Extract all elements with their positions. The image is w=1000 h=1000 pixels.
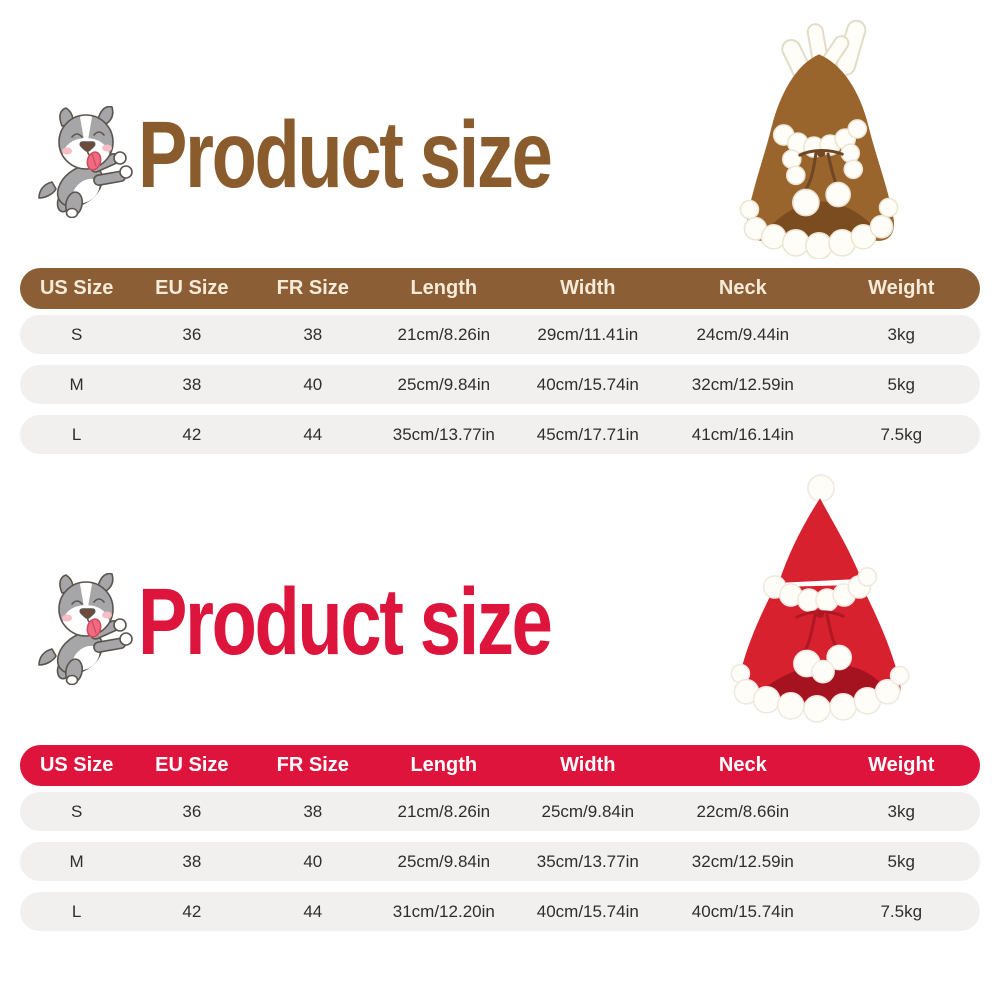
table-cell: S bbox=[70, 801, 83, 821]
size-table-red: US Size EU Size FR Size Length Width Nec… bbox=[20, 745, 980, 931]
table-cell: 38 bbox=[303, 324, 323, 344]
column-header-weight: Weight bbox=[868, 277, 935, 299]
table-cell: M bbox=[69, 851, 84, 871]
size-table-brown: US Size EU Size FR Size Length Width Nec… bbox=[20, 268, 980, 454]
fleece-bottom-trim bbox=[730, 663, 910, 723]
table-cell: 40cm/15.74in bbox=[536, 374, 639, 394]
table-cell: 38 bbox=[182, 851, 202, 871]
table-cell: 38 bbox=[303, 801, 323, 821]
table-cell: 42 bbox=[182, 424, 202, 444]
table-cell: 38 bbox=[182, 374, 202, 394]
fleece-hood-trim bbox=[762, 567, 878, 612]
table-row-m: M 38 40 25cm/9.84in 35cm/13.77in 32cm/12… bbox=[20, 842, 980, 881]
table-cell: 45cm/17.71in bbox=[536, 424, 639, 444]
column-header-neck: Neck bbox=[718, 277, 767, 299]
table-cell: 3kg bbox=[887, 324, 915, 344]
table-cell: 29cm/11.41in bbox=[537, 324, 639, 344]
husky-dog-icon bbox=[36, 106, 142, 218]
fleece-bottom-trim bbox=[739, 197, 899, 259]
table-cell: 36 bbox=[182, 324, 202, 344]
pompoms bbox=[792, 181, 852, 217]
table-cell: 21cm/8.26in bbox=[397, 324, 491, 344]
table-cell: 5kg bbox=[887, 851, 915, 871]
section-title-brown: Product size bbox=[138, 102, 553, 208]
table-cell: 21cm/8.26in bbox=[397, 801, 491, 821]
table-cell: 25cm/9.84in bbox=[397, 374, 491, 394]
column-header-fr-size: FR Size bbox=[276, 277, 349, 299]
santa-cape-photo bbox=[730, 474, 910, 723]
table-cell: 25cm/9.84in bbox=[397, 851, 491, 871]
column-header-width: Width bbox=[560, 277, 616, 299]
pompoms bbox=[793, 644, 853, 684]
table-cell: L bbox=[71, 424, 82, 444]
table-cell: 32cm/12.59in bbox=[691, 851, 794, 871]
table-header-row: US Size EU Size FR Size Length Width Nec… bbox=[20, 745, 980, 786]
column-header-fr-size: FR Size bbox=[276, 754, 349, 776]
column-header-length: Length bbox=[410, 277, 478, 299]
table-cell: 40cm/15.74in bbox=[691, 901, 794, 921]
column-header-eu-size: EU Size bbox=[155, 277, 229, 299]
table-cell: M bbox=[69, 374, 84, 394]
table-cell: 5kg bbox=[887, 374, 915, 394]
column-header-length: Length bbox=[410, 754, 478, 776]
table-cell: 35cm/13.77in bbox=[392, 424, 495, 444]
table-cell: 7.5kg bbox=[880, 901, 923, 921]
husky-dog-icon bbox=[36, 573, 142, 685]
table-cell: L bbox=[71, 901, 82, 921]
table-cell: 3kg bbox=[887, 801, 915, 821]
column-header-eu-size: EU Size bbox=[155, 754, 229, 776]
table-cell: 41cm/16.14in bbox=[691, 424, 794, 444]
table-cell: 40 bbox=[303, 374, 323, 394]
table-row-l: L 42 44 35cm/13.77in 45cm/17.71in 41cm/1… bbox=[20, 415, 980, 454]
column-header-width: Width bbox=[560, 754, 616, 776]
section-title-red: Product size bbox=[138, 569, 553, 675]
column-header-us-size: US Size bbox=[39, 754, 114, 776]
column-header-us-size: US Size bbox=[39, 277, 114, 299]
table-cell: 7.5kg bbox=[880, 424, 923, 444]
table-row-s: S 36 38 21cm/8.26in 25cm/9.84in 22cm/8.6… bbox=[20, 792, 980, 831]
table-cell: S bbox=[70, 324, 83, 344]
table-cell: 31cm/12.20in bbox=[392, 901, 495, 921]
table-cell: 40cm/15.74in bbox=[536, 901, 639, 921]
column-header-weight: Weight bbox=[868, 754, 935, 776]
table-cell: 44 bbox=[303, 424, 323, 444]
reindeer-cape-photo bbox=[739, 19, 899, 259]
table-cell: 44 bbox=[303, 901, 323, 921]
table-cell: 42 bbox=[182, 901, 202, 921]
table-cell: 24cm/9.44in bbox=[696, 324, 790, 344]
table-cell: 32cm/12.59in bbox=[691, 374, 794, 394]
table-row-l: L 42 44 31cm/12.20in 40cm/15.74in 40cm/1… bbox=[20, 892, 980, 931]
table-header-row: US Size EU Size FR Size Length Width Nec… bbox=[20, 268, 980, 309]
table-cell: 36 bbox=[182, 801, 202, 821]
table-cell: 22cm/8.66in bbox=[696, 801, 790, 821]
column-header-neck: Neck bbox=[718, 754, 767, 776]
table-cell: 40 bbox=[303, 851, 323, 871]
table-cell: 35cm/13.77in bbox=[536, 851, 639, 871]
table-row-m: M 38 40 25cm/9.84in 40cm/15.74in 32cm/12… bbox=[20, 365, 980, 404]
table-cell: 25cm/9.84in bbox=[541, 801, 635, 821]
table-row-s: S 36 38 21cm/8.26in 29cm/11.41in 24cm/9.… bbox=[20, 315, 980, 354]
